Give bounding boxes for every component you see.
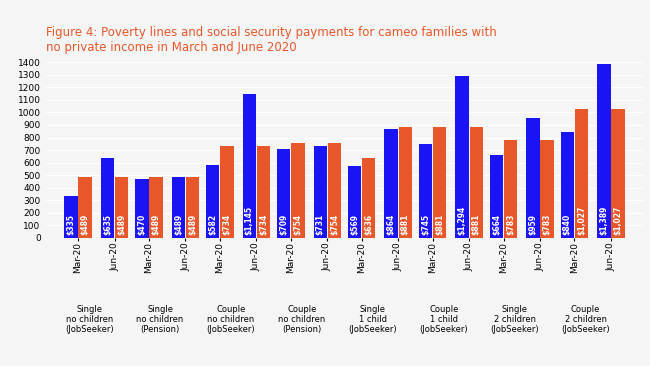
Text: $754: $754 bbox=[293, 214, 302, 235]
Text: $783: $783 bbox=[506, 214, 515, 235]
Bar bbox=[540, 140, 554, 238]
Bar bbox=[398, 127, 412, 238]
Bar bbox=[419, 145, 432, 238]
Text: Figure 4: Poverty lines and social security payments for cameo families with
no : Figure 4: Poverty lines and social secur… bbox=[46, 26, 496, 54]
Bar bbox=[612, 109, 625, 238]
Bar bbox=[489, 154, 503, 238]
Bar bbox=[115, 176, 128, 238]
Bar bbox=[220, 146, 233, 238]
Text: $569: $569 bbox=[350, 214, 359, 235]
Text: $470: $470 bbox=[137, 214, 146, 235]
Text: $754: $754 bbox=[330, 214, 339, 235]
Bar bbox=[469, 127, 483, 238]
Text: $1,294: $1,294 bbox=[458, 206, 467, 235]
Text: Single
2 children
(JobSeeker): Single 2 children (JobSeeker) bbox=[490, 305, 539, 335]
Bar bbox=[79, 176, 92, 238]
Text: Couple
no children
(JobSeeker): Couple no children (JobSeeker) bbox=[207, 305, 255, 335]
Text: $1,027: $1,027 bbox=[577, 206, 586, 235]
Text: $1,145: $1,145 bbox=[245, 206, 254, 235]
Text: $664: $664 bbox=[492, 214, 501, 235]
Text: $489: $489 bbox=[117, 214, 126, 235]
Text: $709: $709 bbox=[279, 214, 288, 235]
Bar bbox=[348, 167, 361, 238]
Text: $489: $489 bbox=[81, 214, 90, 235]
Bar bbox=[101, 158, 114, 238]
Bar bbox=[384, 130, 398, 238]
Text: Single
no children
(Pension): Single no children (Pension) bbox=[136, 305, 184, 335]
Text: $783: $783 bbox=[543, 214, 552, 235]
Bar bbox=[206, 165, 220, 238]
Text: $881: $881 bbox=[436, 214, 444, 235]
Bar bbox=[504, 140, 517, 238]
Text: $731: $731 bbox=[316, 214, 325, 235]
Text: $840: $840 bbox=[563, 214, 572, 235]
Text: $881: $881 bbox=[401, 214, 410, 235]
Bar bbox=[456, 75, 469, 238]
Text: $959: $959 bbox=[528, 214, 538, 235]
Text: $489: $489 bbox=[174, 214, 183, 235]
Bar bbox=[150, 176, 162, 238]
Text: Couple
no children
(Pension): Couple no children (Pension) bbox=[278, 305, 326, 335]
Bar bbox=[597, 64, 610, 238]
Text: $1,389: $1,389 bbox=[599, 206, 608, 235]
Text: $335: $335 bbox=[66, 214, 75, 235]
Bar bbox=[328, 143, 341, 238]
Text: $881: $881 bbox=[472, 214, 481, 235]
Text: $635: $635 bbox=[103, 214, 112, 235]
Bar bbox=[186, 176, 200, 238]
Bar bbox=[64, 196, 77, 238]
Bar bbox=[291, 143, 305, 238]
Bar bbox=[561, 132, 574, 238]
Bar bbox=[257, 146, 270, 238]
Bar bbox=[526, 117, 539, 238]
Text: $489: $489 bbox=[151, 214, 161, 235]
Text: $745: $745 bbox=[421, 214, 430, 235]
Bar bbox=[433, 127, 447, 238]
Text: $1,027: $1,027 bbox=[614, 206, 623, 235]
Text: Single
1 child
(JobSeeker): Single 1 child (JobSeeker) bbox=[348, 305, 397, 335]
Bar bbox=[242, 94, 256, 238]
Text: $734: $734 bbox=[222, 214, 231, 235]
Text: Couple
2 children
(JobSeeker): Couple 2 children (JobSeeker) bbox=[562, 305, 610, 335]
Text: Single
no children
(JobSeeker): Single no children (JobSeeker) bbox=[65, 305, 114, 335]
Text: Couple
1 child
(JobSeeker): Couple 1 child (JobSeeker) bbox=[419, 305, 468, 335]
Bar bbox=[575, 109, 588, 238]
Text: $636: $636 bbox=[364, 214, 373, 235]
Bar bbox=[277, 149, 291, 238]
Text: $489: $489 bbox=[188, 214, 197, 235]
Bar bbox=[135, 179, 149, 238]
Bar bbox=[362, 158, 376, 238]
Text: $864: $864 bbox=[387, 214, 396, 235]
Text: $582: $582 bbox=[208, 214, 217, 235]
Bar bbox=[313, 146, 327, 238]
Text: $734: $734 bbox=[259, 214, 268, 235]
Bar bbox=[172, 176, 185, 238]
